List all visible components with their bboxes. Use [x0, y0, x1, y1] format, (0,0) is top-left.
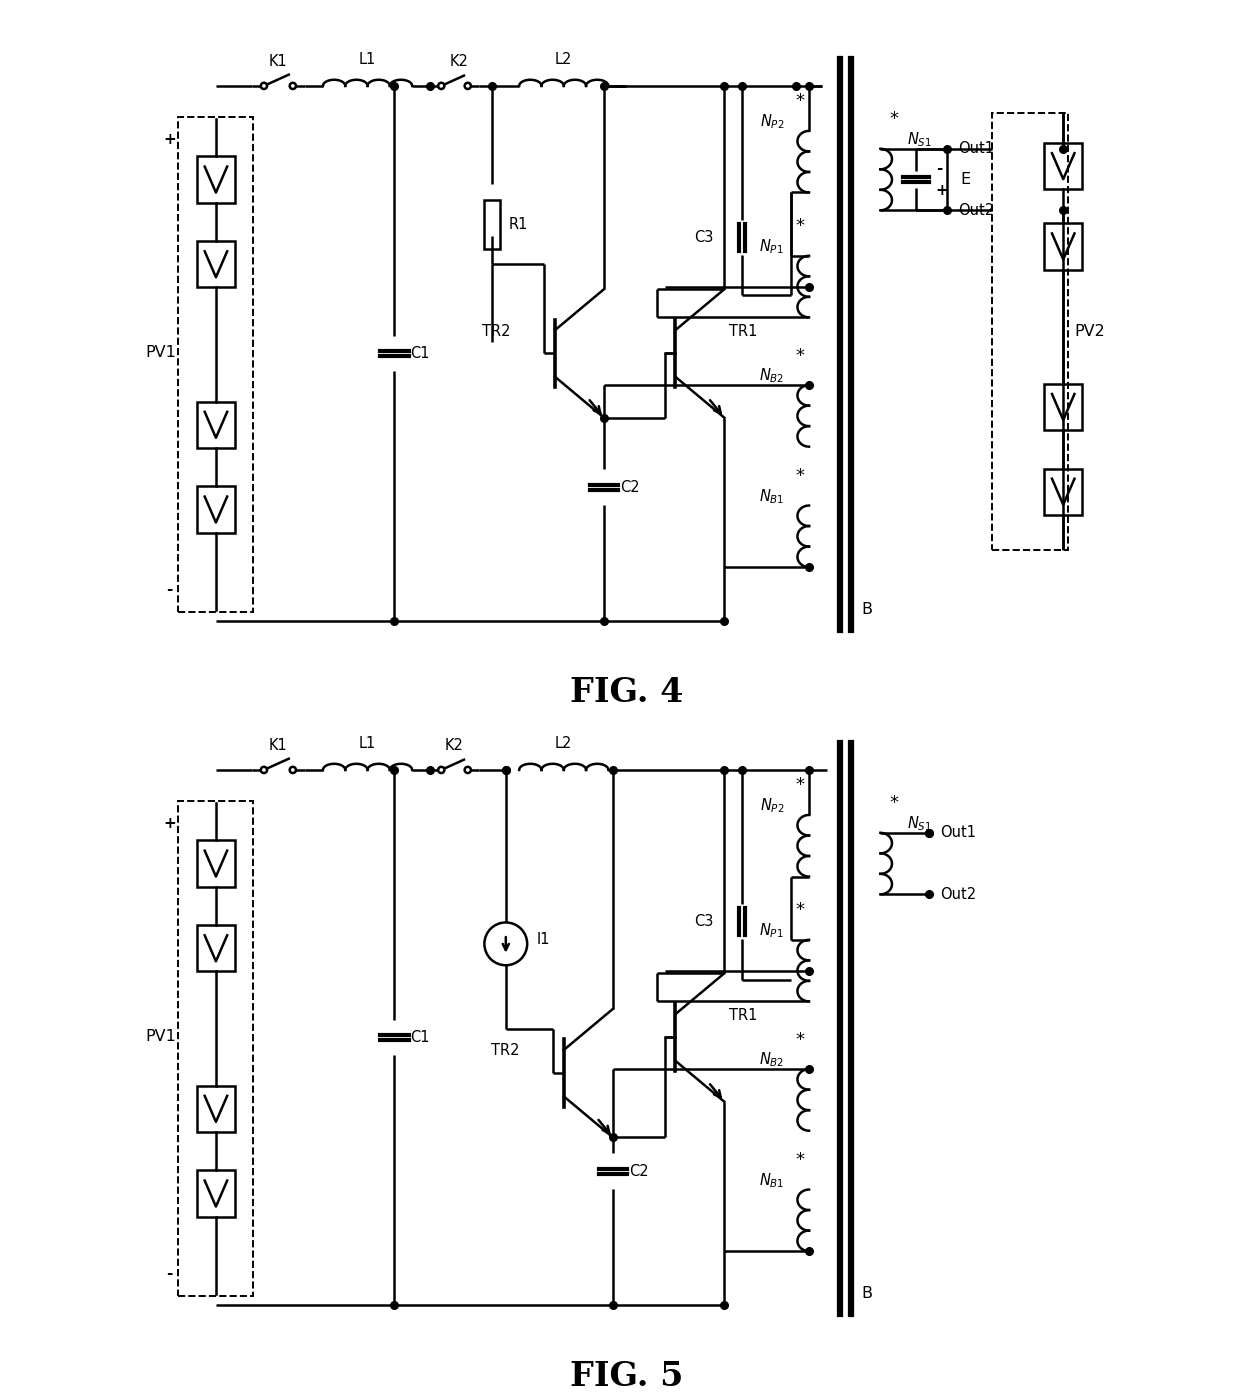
- Text: B: B: [862, 602, 873, 617]
- Bar: [197, 1086, 234, 1132]
- Text: E: E: [961, 172, 971, 187]
- Text: C1: C1: [410, 1030, 430, 1046]
- Bar: [1044, 142, 1083, 190]
- Text: -: -: [166, 582, 172, 597]
- Text: +: +: [164, 131, 176, 147]
- Text: R1: R1: [508, 216, 528, 232]
- Bar: [197, 840, 234, 886]
- Text: Out1: Out1: [940, 825, 976, 840]
- Text: $N_{B1}$: $N_{B1}$: [759, 487, 784, 505]
- Text: $N_{B1}$: $N_{B1}$: [759, 1171, 784, 1189]
- Text: Out2: Out2: [940, 886, 976, 902]
- Text: PV1: PV1: [146, 1029, 176, 1044]
- Text: TR1: TR1: [729, 1008, 758, 1023]
- Text: *: *: [796, 1030, 805, 1048]
- Text: *: *: [796, 468, 805, 484]
- Text: *: *: [796, 1152, 805, 1168]
- Text: *: *: [796, 218, 805, 236]
- Text: C1: C1: [410, 346, 430, 362]
- Text: K2: K2: [450, 54, 469, 70]
- Text: $N_{P1}$: $N_{P1}$: [759, 921, 784, 940]
- Text: I1: I1: [537, 933, 551, 946]
- Text: C2: C2: [620, 480, 640, 494]
- Text: *: *: [796, 776, 805, 794]
- Text: $N_{P2}$: $N_{P2}$: [760, 112, 784, 131]
- Circle shape: [260, 766, 267, 773]
- Text: $N_{B2}$: $N_{B2}$: [759, 366, 784, 385]
- Text: -: -: [936, 162, 942, 176]
- Text: *: *: [889, 110, 898, 128]
- Text: C3: C3: [694, 914, 713, 930]
- Text: PV1: PV1: [146, 345, 176, 360]
- Text: $N_{B2}$: $N_{B2}$: [759, 1050, 784, 1069]
- Text: K1: K1: [269, 54, 288, 70]
- Text: $N_{S1}$: $N_{S1}$: [908, 130, 932, 149]
- Text: L1: L1: [358, 52, 376, 67]
- Text: +: +: [164, 815, 176, 831]
- Text: TR2: TR2: [482, 324, 510, 339]
- Circle shape: [438, 766, 444, 773]
- Circle shape: [465, 82, 471, 89]
- Text: TR1: TR1: [729, 324, 758, 339]
- Text: +: +: [936, 183, 949, 198]
- Text: *: *: [796, 346, 805, 364]
- Bar: [197, 242, 234, 288]
- Text: L2: L2: [556, 736, 573, 751]
- Text: C3: C3: [694, 230, 713, 246]
- Bar: [1044, 469, 1083, 515]
- Text: $N_{P1}$: $N_{P1}$: [759, 237, 784, 255]
- Text: C2: C2: [629, 1164, 649, 1178]
- Text: $N_{P2}$: $N_{P2}$: [760, 796, 784, 815]
- Text: L1: L1: [358, 736, 376, 751]
- Text: FIG. 5: FIG. 5: [569, 1360, 683, 1393]
- Bar: [197, 486, 234, 533]
- Text: FIG. 4: FIG. 4: [569, 676, 683, 709]
- Bar: [197, 402, 234, 448]
- Circle shape: [290, 82, 296, 89]
- Text: -: -: [166, 1266, 172, 1282]
- Bar: [197, 926, 234, 972]
- Bar: [197, 156, 234, 202]
- Bar: [197, 1170, 234, 1217]
- Text: TR2: TR2: [491, 1043, 520, 1058]
- Bar: [1044, 384, 1083, 430]
- Text: K1: K1: [269, 738, 288, 754]
- Circle shape: [290, 766, 296, 773]
- Text: L2: L2: [556, 52, 573, 67]
- Text: B: B: [862, 1286, 873, 1301]
- Text: Out1: Out1: [959, 141, 994, 156]
- Circle shape: [465, 766, 471, 773]
- Text: K2: K2: [445, 738, 464, 754]
- Text: *: *: [889, 794, 898, 812]
- Text: Out2: Out2: [959, 202, 994, 218]
- Text: *: *: [796, 902, 805, 920]
- Text: *: *: [796, 92, 805, 110]
- Circle shape: [260, 82, 267, 89]
- Circle shape: [438, 82, 444, 89]
- Bar: [485, 200, 501, 248]
- Text: $N_{S1}$: $N_{S1}$: [908, 814, 932, 833]
- Text: PV2: PV2: [1075, 324, 1106, 339]
- Bar: [1044, 223, 1083, 269]
